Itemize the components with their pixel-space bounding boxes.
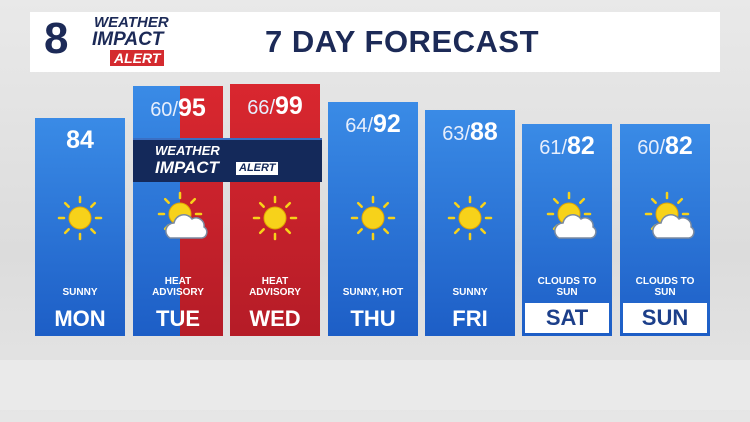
temp-separator: / xyxy=(464,123,470,145)
day-column: 66/99 HEAT ADVISORY WED xyxy=(230,84,320,336)
high-temp: 99 xyxy=(275,92,303,120)
high-temp: 82 xyxy=(567,132,595,160)
condition: SUNNY, HOT xyxy=(342,287,404,298)
floor-band xyxy=(0,360,750,410)
condition: CLOUDS TO SUN xyxy=(537,276,597,298)
logo-text: WEATHER xyxy=(94,14,169,31)
day-column: 64/92 SUNNY, HOT THU xyxy=(328,102,418,336)
header: 8 WEATHER IMPACT ALERT 7 DAY FORECAST xyxy=(30,12,720,72)
high-temp: 92 xyxy=(373,110,401,138)
high-temp: 84 xyxy=(66,126,94,154)
low-temp: 60 xyxy=(637,137,660,159)
day-label: SUN xyxy=(623,303,707,333)
temps: 60/95 xyxy=(133,94,223,123)
weather-icon xyxy=(546,191,597,239)
day-column: 60/82 CLOUDS TO SUN SUN xyxy=(620,124,710,336)
temp-separator: / xyxy=(561,137,567,159)
condition: HEAT ADVISORY xyxy=(152,276,204,298)
high-temp: 88 xyxy=(470,118,498,146)
day-label: SAT xyxy=(525,303,609,333)
weather-icon xyxy=(157,191,208,239)
temps: 60/82 xyxy=(620,132,710,161)
title: 7 DAY FORECAST xyxy=(265,24,540,59)
banner-text: WEATHER xyxy=(155,143,220,158)
logo-number: 8 xyxy=(44,14,69,63)
temp-separator: / xyxy=(659,137,665,159)
temps: 61/82 xyxy=(522,132,612,161)
day-label: THU xyxy=(350,306,396,331)
temp-separator: / xyxy=(269,97,275,119)
low-temp: 64 xyxy=(345,115,368,137)
day-label: FRI xyxy=(452,306,488,331)
day-column: 84 SUNNY MON xyxy=(35,118,125,336)
condition: HEAT ADVISORY xyxy=(249,276,301,298)
low-temp: 66 xyxy=(247,97,270,119)
weather-icon xyxy=(350,195,396,241)
banner-text: IMPACT xyxy=(155,158,219,177)
low-temp: 63 xyxy=(442,123,465,145)
weather-icon xyxy=(252,195,298,241)
temps: 64/92 xyxy=(328,110,418,139)
banner-text: ALERT xyxy=(236,162,279,175)
condition: SUNNY xyxy=(452,287,488,298)
high-temp: 95 xyxy=(178,94,206,122)
temp-separator: / xyxy=(172,99,178,121)
temps: 84 xyxy=(35,126,125,155)
high-temp: 82 xyxy=(665,132,693,160)
low-temp: 60 xyxy=(150,99,173,121)
day-label: TUE xyxy=(156,306,200,331)
weather-icon xyxy=(644,191,695,239)
day-column: 60/95 HEAT ADVISORY TUE xyxy=(133,86,223,336)
day-label: MON xyxy=(54,306,106,331)
weather-icon xyxy=(57,195,103,241)
impact-banner: WEATHER IMPACT ALERT xyxy=(133,138,322,182)
day-column: 61/82 CLOUDS TO SUN SAT xyxy=(522,124,612,336)
day-column: 63/88 SUNNY FRI xyxy=(425,110,515,336)
low-temp: 61 xyxy=(539,137,562,159)
condition: CLOUDS TO SUN xyxy=(635,276,695,298)
temps: 66/99 xyxy=(230,92,320,121)
day-label: WED xyxy=(249,306,301,331)
temps: 63/88 xyxy=(425,118,515,147)
weather-icon xyxy=(447,195,493,241)
logo-text: IMPACT xyxy=(92,29,164,50)
temp-separator: / xyxy=(367,115,373,137)
condition: SUNNY xyxy=(62,287,98,298)
logo-text: ALERT xyxy=(110,50,165,66)
